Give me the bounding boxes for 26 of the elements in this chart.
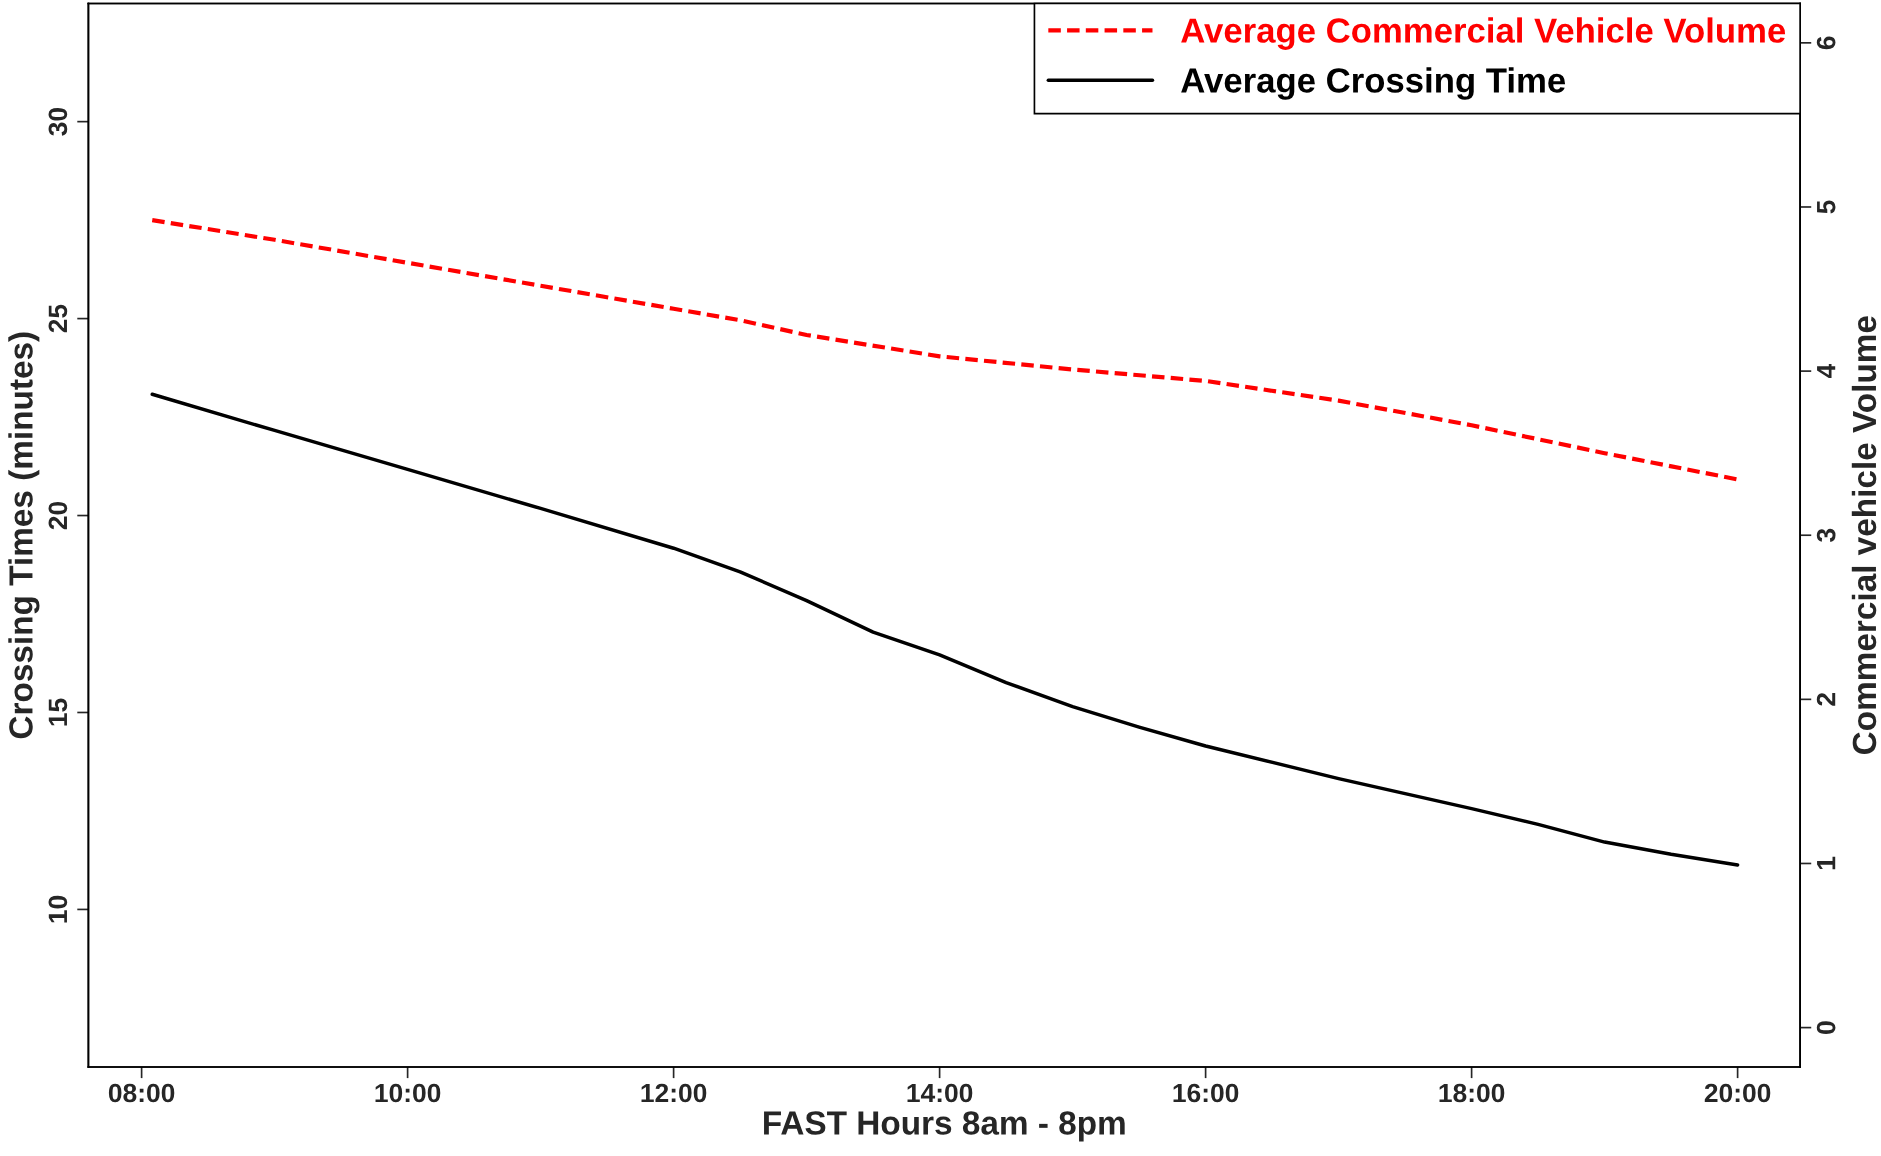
line-series [150,392,1740,867]
x-tick-label: 16:00 [1173,1083,1239,1103]
legend-label: Average Commercial Vehicle Volume [1181,17,1786,50]
x-tick-label: 20:00 [1704,1083,1771,1103]
legend-label: Average Crossing Time [1181,67,1566,100]
y2-tick-label: 6 [1816,36,1836,50]
y-tick-label: 20 [48,501,68,530]
y2-tick-label: 5 [1817,200,1836,214]
x-tick-label: 18:00 [1439,1083,1505,1103]
x-tick-label: 08:00 [108,1083,175,1103]
y-tick-label: 25 [48,304,68,333]
y2-tick-label: 4 [1817,363,1836,379]
y2-axis-title: Commercial vehicle Volume [1851,316,1877,755]
line-series [150,218,1740,482]
y2-tick-label: 3 [1816,528,1836,542]
y-tick-label: 30 [48,108,68,136]
x-tick-label: 10:00 [375,1083,441,1103]
y2-tick-label: 0 [1816,1021,1836,1034]
y-tick-label: 10 [48,895,68,923]
x-axis-title: FAST Hours 8am - 8pm [764,1111,1125,1142]
y-axis-title: Crossing Times (minutes) [8,332,40,739]
y2-tick-label: 2 [1816,693,1836,706]
y2-tick-label: 1 [1817,856,1836,870]
x-tick-label: 14:00 [907,1083,973,1103]
y-tick-label: 15 [48,698,68,726]
x-tick-label: 12:00 [641,1083,707,1103]
